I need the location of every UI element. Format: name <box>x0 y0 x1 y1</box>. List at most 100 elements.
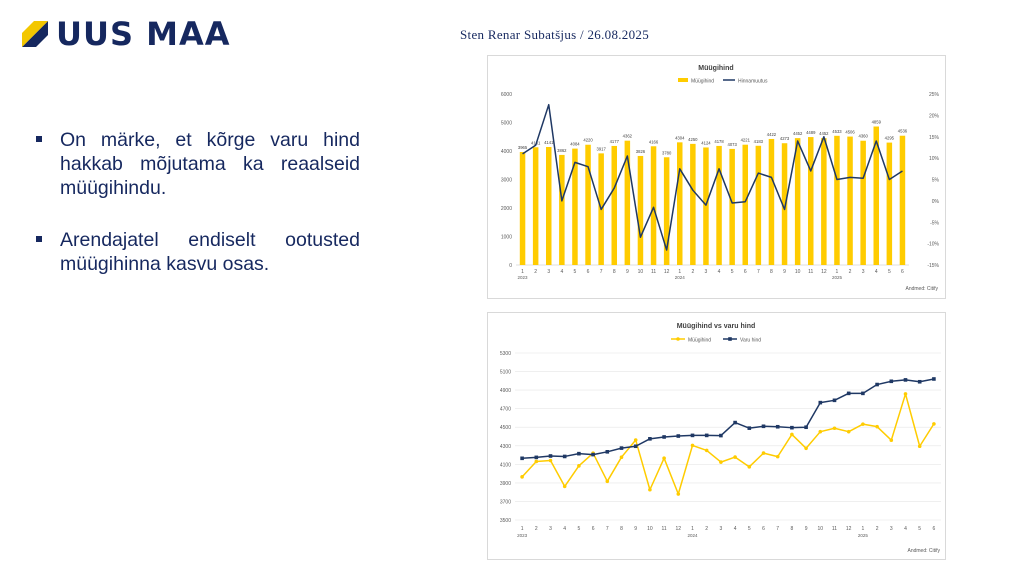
bullet-text: Arendajatel endiselt ootusted müügihinna… <box>60 229 360 275</box>
y-tick-label: 4700 <box>500 407 511 413</box>
sales-price-point <box>520 475 524 479</box>
sales-price-point <box>662 456 666 461</box>
bar-data-label: 4073 <box>727 142 737 147</box>
legend-marker-muugihind <box>676 337 680 341</box>
sales-price-point <box>903 392 908 396</box>
y-tick-label: 4300 <box>500 444 511 450</box>
sales-price-chart: Müügihind Müügihind Hinnamuutus 0 1000 2000 30… <box>487 55 946 299</box>
bar-data-label: 3862 <box>557 148 567 153</box>
stock-price-point <box>548 454 553 458</box>
bar-data-label: 4422 <box>767 132 777 137</box>
bar-data-label: 4166 <box>649 139 659 144</box>
x-tick-label: 7 <box>600 269 603 275</box>
bar <box>794 138 801 265</box>
bar-data-label: 4084 <box>570 142 580 147</box>
stock-price-point <box>633 444 638 449</box>
x-year-label: 2024 <box>675 275 686 280</box>
x-tick-label: 2 <box>535 526 538 532</box>
x-tick-label: 6 <box>901 269 904 275</box>
x-tick-label: 6 <box>744 269 747 275</box>
chart-title: Müügihind <box>698 65 733 72</box>
sales-price-point <box>790 432 794 437</box>
sales-price-point <box>761 451 766 455</box>
bar-data-label: 3780 <box>662 150 672 155</box>
stock-price-point <box>676 434 681 438</box>
stock-price-point <box>804 425 808 430</box>
sales-vs-stock-price-chart-svg: Müügihind vs varu hind Müügihind Varu hind… <box>500 323 941 554</box>
y-left-tick-label: 6000 <box>501 92 512 98</box>
x-tick-label: 3 <box>705 269 708 275</box>
bar <box>886 142 893 265</box>
x-tick-label: 7 <box>776 526 779 532</box>
bar-data-label: 4178 <box>714 139 724 144</box>
x-tick-label: 2 <box>876 526 879 532</box>
stock-price-point <box>619 446 624 450</box>
bar <box>637 155 644 265</box>
x-tick-label: 12 <box>664 269 670 275</box>
bullet-item: On märke, et kõrge varu hind hakkab mõju… <box>30 128 360 200</box>
stock-price-point <box>832 398 837 403</box>
author-date-byline: Sten Renar Subatšjus / 26.08.2025 <box>460 27 650 42</box>
sales-price-point <box>832 426 837 431</box>
stock-price-point <box>889 379 894 384</box>
bar-data-label: 4183 <box>754 139 764 144</box>
stock-price-point <box>775 424 780 429</box>
y-tick-label: 5300 <box>500 351 511 357</box>
x-tick-label: 2 <box>534 269 537 275</box>
stock-price-point <box>591 452 595 457</box>
bar-data-label: 4489 <box>806 130 816 135</box>
sales-price-point <box>690 443 695 448</box>
bar-data-label: 4304 <box>675 135 685 140</box>
x-tick-label: 5 <box>748 526 751 532</box>
logo-text: UUS MAA <box>56 15 231 53</box>
y-right-tick-label: -15% <box>927 263 939 269</box>
bar-data-label: 3917 <box>596 146 606 151</box>
stock-price-point <box>790 425 794 430</box>
bar-data-label: 4533 <box>832 129 842 134</box>
x-tick-label: 6 <box>587 269 590 275</box>
logo-mark-icon <box>22 21 48 47</box>
y-right-tick-label: 20% <box>929 113 940 119</box>
x-tick-label: 10 <box>638 269 644 275</box>
sales-price-point <box>932 422 936 426</box>
y-left-tick-label: 4000 <box>501 149 512 155</box>
bar <box>821 138 827 265</box>
bar <box>768 138 775 265</box>
stock-price-point <box>932 377 936 381</box>
x-tick-label: 1 <box>678 269 681 275</box>
x-tick-label: 4 <box>560 269 563 275</box>
x-year-label: 2023 <box>518 275 529 280</box>
x-tick-label: 11 <box>661 526 666 532</box>
x-tick-label: 10 <box>795 269 801 275</box>
y-tick-label: 4500 <box>500 425 511 431</box>
bar-data-label: 3826 <box>636 149 646 154</box>
sales-price-point <box>605 479 610 484</box>
stock-price-point <box>747 426 752 430</box>
sales-price-point <box>818 429 823 434</box>
bullet-list: On märke, et kõrge varu hind hakkab mõju… <box>30 128 360 304</box>
bar <box>545 146 552 265</box>
sales-price-point <box>846 429 851 434</box>
legend-label-muugihind: Müügihind <box>691 79 714 85</box>
bar-data-label: 4124 <box>701 140 711 145</box>
y-tick-label: 4100 <box>500 462 511 468</box>
sales-vs-stock-price-chart: Müügihind vs varu hind Müügihind Varu hind… <box>487 312 946 560</box>
bullet-item: Arendajatel endiselt ootusted müügihinna… <box>30 228 360 276</box>
bullet-square-icon <box>36 236 42 242</box>
bar <box>611 145 618 265</box>
x-tick-label: 12 <box>821 269 827 275</box>
sales-price-point <box>733 455 737 459</box>
x-tick-label: 6 <box>762 526 765 532</box>
stock-price-point <box>861 391 865 396</box>
y-tick-label: 3500 <box>500 518 511 524</box>
stock-price-point <box>648 437 652 441</box>
x-tick-label: 11 <box>808 269 813 275</box>
sales-price-point <box>562 484 567 489</box>
x-tick-label: 1 <box>862 526 865 532</box>
bar <box>559 154 565 265</box>
stock-price-point <box>761 424 766 429</box>
y-tick-label: 4900 <box>500 388 511 394</box>
stock-price-line <box>522 378 935 460</box>
bar-data-label: 4221 <box>741 138 751 143</box>
